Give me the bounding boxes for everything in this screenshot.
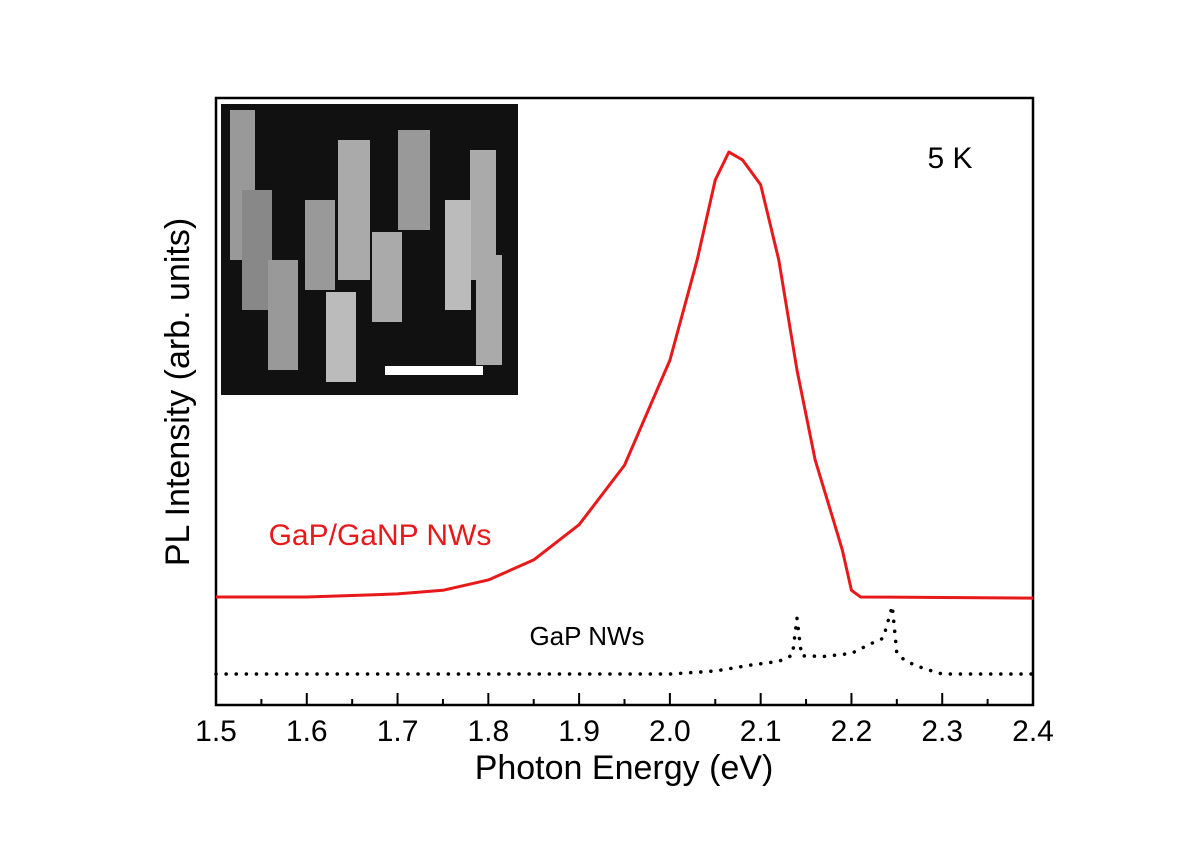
- y-axis-label: PL Intensity (arb. units): [159, 218, 197, 566]
- x-tick-label: 1.6: [286, 715, 328, 748]
- x-tick-label: 2.3: [921, 715, 963, 748]
- x-tick-label: 1.9: [558, 715, 600, 748]
- x-tick-label: 2.0: [649, 715, 691, 748]
- x-tick-label: 2.4: [1012, 715, 1054, 748]
- series-label: GaP NWs: [529, 621, 644, 651]
- series-line: [216, 150, 1034, 600]
- x-tick-label: 1.8: [467, 715, 509, 748]
- x-tick-label: 1.7: [377, 715, 419, 748]
- x-tick-label: 2.1: [740, 715, 782, 748]
- annotation: 5 K: [927, 142, 972, 175]
- x-axis-label: Photon Energy (eV): [475, 749, 774, 787]
- x-tick-label: 1.5: [195, 715, 237, 748]
- series-label: GaP/GaNP NWs: [269, 519, 492, 552]
- x-tick-label: 2.2: [831, 715, 873, 748]
- inset-image: [221, 104, 518, 395]
